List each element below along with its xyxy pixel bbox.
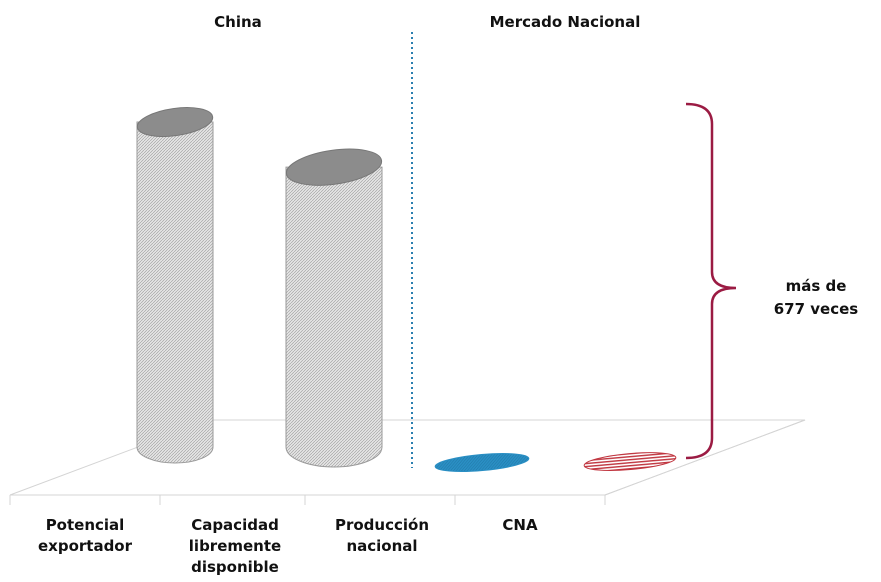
bar-disk	[583, 452, 677, 472]
category-label: CNA	[502, 516, 538, 534]
group-label-china: China	[214, 13, 262, 31]
bar-2	[434, 453, 530, 472]
bar-disk	[434, 453, 530, 472]
category-labels: Potencial exportador Capacidad libremente di…	[38, 516, 538, 576]
category-label: Capacidad	[191, 516, 279, 534]
bar-3	[583, 452, 677, 472]
chart-floor	[9, 419, 806, 496]
annotation-bracket	[685, 102, 737, 460]
category-label: disponible	[191, 558, 279, 576]
bar-body	[285, 166, 383, 468]
bar-top	[136, 107, 214, 138]
bar-0	[136, 107, 214, 464]
bar-body	[136, 121, 214, 464]
category-label: exportador	[38, 537, 133, 555]
bars-layer	[136, 107, 677, 472]
annotation-line-2: 677 veces	[774, 300, 859, 318]
bar-top	[285, 148, 383, 186]
category-label: nacional	[346, 537, 417, 555]
category-label: Potencial	[46, 516, 125, 534]
category-label: libremente	[189, 537, 281, 555]
bar-1	[285, 148, 383, 468]
group-label-mercado-nacional: Mercado Nacional	[490, 13, 641, 31]
category-label: Producción	[335, 516, 429, 534]
annotation-line-1: más de	[786, 277, 847, 295]
chart-floor-side	[604, 419, 806, 496]
